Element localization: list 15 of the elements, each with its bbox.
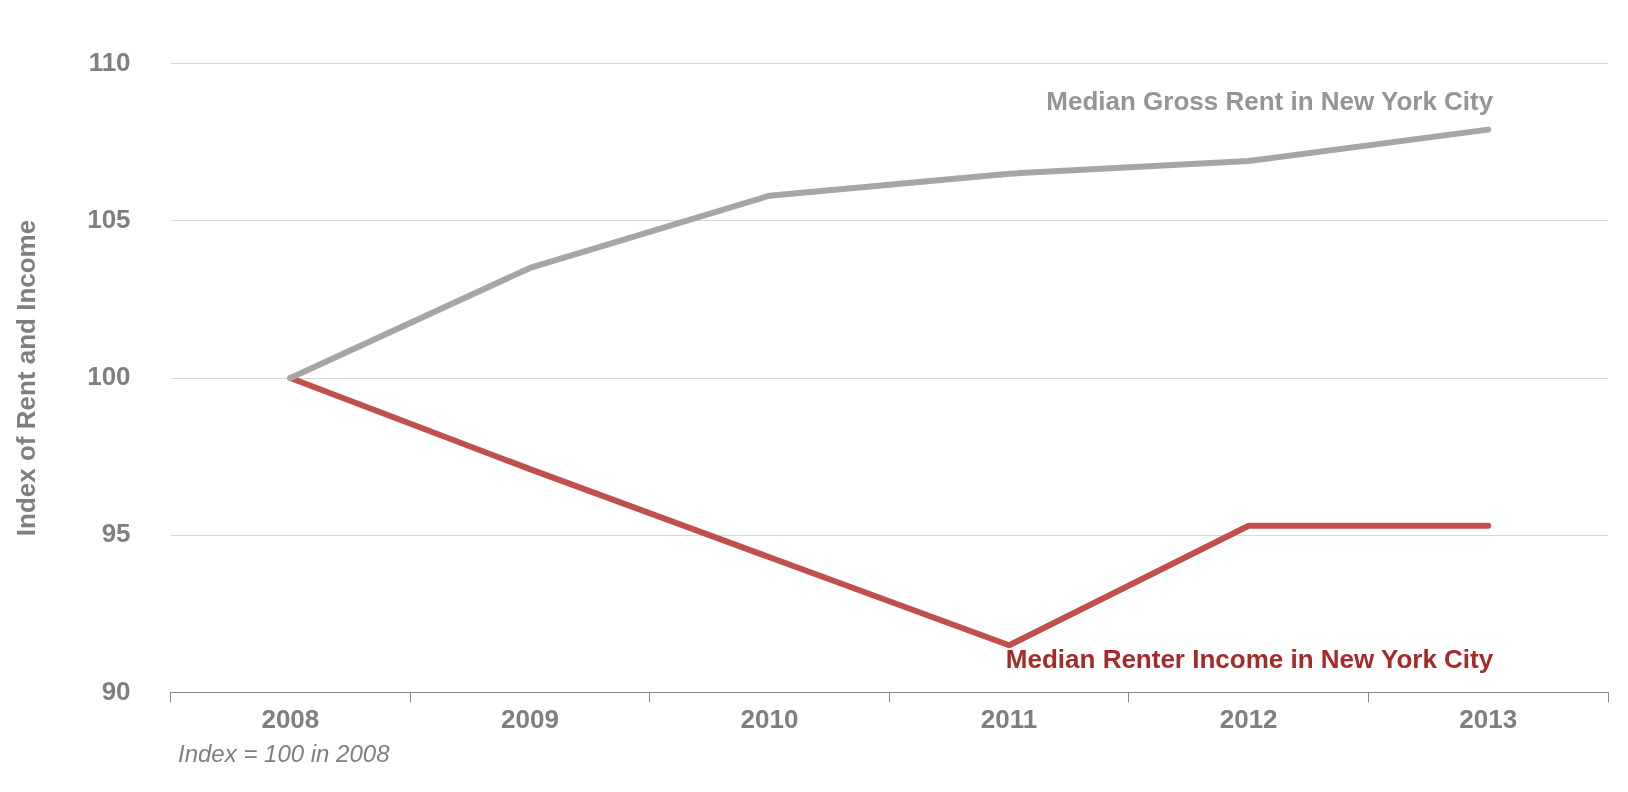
y-tick-label: 110 — [88, 46, 131, 77]
series-label: Median Gross Rent in New York City — [1046, 85, 1494, 116]
series-label: Median Renter Income in New York City — [1005, 643, 1494, 674]
y-tick-label: 100 — [87, 361, 131, 392]
y-tick-label: 105 — [87, 203, 131, 234]
y-tick-label: 95 — [101, 518, 131, 549]
x-tick-label: 2011 — [980, 704, 1038, 735]
y-axis-title: Index of Rent and Income — [10, 219, 41, 537]
x-tick-label: 2008 — [261, 704, 320, 735]
x-tick-label: 2013 — [1459, 704, 1518, 735]
y-tick-label: 90 — [101, 675, 131, 706]
text: Index = 100 in 2008 — [178, 740, 391, 768]
x-tick-label: 2009 — [501, 704, 559, 735]
x-tick-label: 2012 — [1219, 704, 1278, 735]
x-tick-label: 2010 — [740, 704, 799, 735]
